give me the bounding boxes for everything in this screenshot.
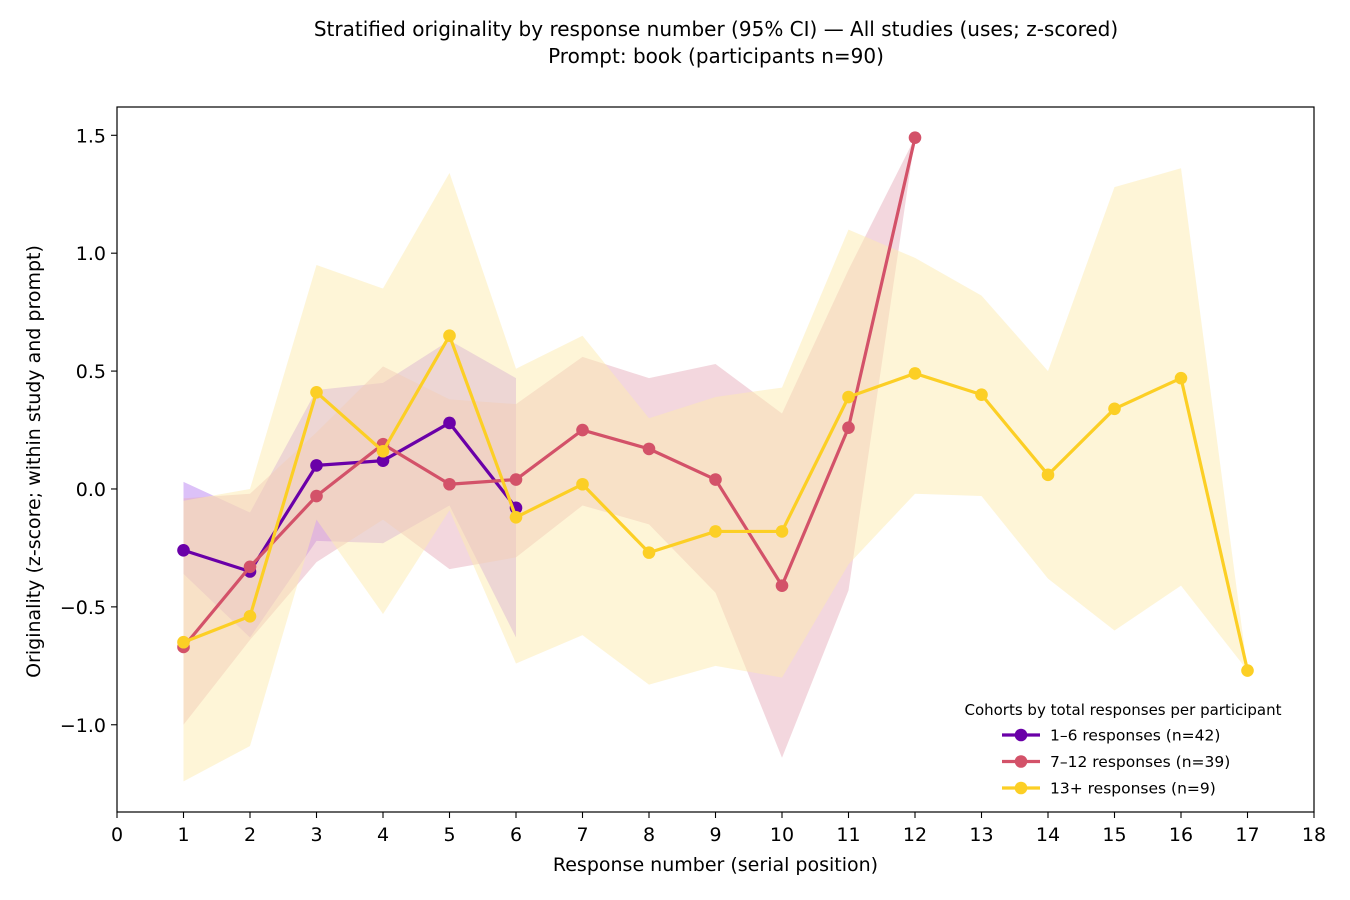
data-point xyxy=(842,421,855,434)
series-lines xyxy=(177,131,1254,677)
x-tick-label: 7 xyxy=(576,824,588,846)
x-tick-label: 17 xyxy=(1235,824,1259,846)
x-tick-label: 9 xyxy=(709,824,721,846)
legend-item-1: 1–6 responses (n=42) xyxy=(1002,727,1220,745)
x-tick-label: 11 xyxy=(836,824,860,846)
data-point xyxy=(443,477,456,491)
chart-subtitle: Prompt: book (participants n=90) xyxy=(548,44,884,68)
x-tick-label: 18 xyxy=(1302,824,1326,846)
x-tick-label: 13 xyxy=(969,824,993,846)
data-point xyxy=(509,473,523,486)
data-point xyxy=(1241,664,1254,677)
data-point xyxy=(908,367,922,380)
data-point xyxy=(576,477,589,491)
x-tick-label: 6 xyxy=(510,824,522,846)
data-point xyxy=(576,423,589,437)
data-point xyxy=(908,131,922,144)
y-axis-label: Originality (z-score; within study and p… xyxy=(23,245,45,678)
data-point xyxy=(975,388,988,401)
y-tick-label: −0.5 xyxy=(60,597,106,619)
data-point xyxy=(376,454,390,467)
x-tick-label: 5 xyxy=(443,824,455,846)
x-tick-label: 3 xyxy=(310,824,322,846)
x-tick-label: 16 xyxy=(1169,824,1193,846)
data-point xyxy=(243,609,257,623)
legend-label: 7–12 responses (n=39) xyxy=(1050,753,1230,771)
x-tick-label: 4 xyxy=(377,824,389,846)
data-point xyxy=(310,489,323,503)
series-2 xyxy=(177,131,922,654)
chart-title: Stratified originality by response numbe… xyxy=(313,17,1119,41)
data-point xyxy=(842,390,855,404)
data-point xyxy=(310,459,323,472)
y-tick-label: 0.5 xyxy=(76,361,106,383)
data-point xyxy=(177,543,190,557)
ci-bands xyxy=(183,137,1248,782)
data-point xyxy=(443,416,456,430)
x-tick-label: 12 xyxy=(903,824,927,846)
x-tick-label: 8 xyxy=(643,824,655,846)
data-point xyxy=(177,635,190,649)
x-axis-label: Response number (serial position) xyxy=(553,854,878,876)
legend-item-3: 13+ responses (n=9) xyxy=(1002,780,1216,798)
data-point xyxy=(709,525,722,538)
legend-marker xyxy=(1014,755,1028,768)
data-point xyxy=(310,386,323,399)
data-point xyxy=(642,546,656,559)
series-3 xyxy=(177,329,1254,677)
y-tick-label: −1.0 xyxy=(60,715,106,737)
x-tick-label: 1 xyxy=(177,824,189,846)
legend-label: 13+ responses (n=9) xyxy=(1050,780,1216,798)
data-point xyxy=(1108,402,1121,416)
data-point xyxy=(775,525,789,538)
x-tick-label: 0 xyxy=(111,824,123,846)
data-point xyxy=(642,442,656,456)
x-axis: 0 1 2 3 4 5 6 7 8 9 10 11 12 13 14 15 16 17 18 xyxy=(111,812,1326,846)
data-point xyxy=(1174,371,1188,385)
legend-marker xyxy=(1014,728,1028,742)
y-axis: −1.0 −0.5 0.0 0.5 1.0 1.5 xyxy=(60,125,117,737)
data-point xyxy=(775,579,789,592)
x-tick-label: 14 xyxy=(1036,824,1060,846)
series-1 xyxy=(177,416,523,578)
legend-label: 1–6 responses (n=42) xyxy=(1050,727,1220,745)
x-tick-label: 15 xyxy=(1102,824,1126,846)
legend: Cohorts by total responses per participa… xyxy=(964,701,1281,798)
series-line-1 xyxy=(183,421,518,574)
data-point xyxy=(709,473,722,486)
y-tick-label: 1.0 xyxy=(76,243,106,265)
x-tick-label: 2 xyxy=(244,824,256,846)
data-point xyxy=(443,329,456,343)
legend-item-2: 7–12 responses (n=39) xyxy=(1002,753,1230,771)
data-point xyxy=(1041,468,1055,482)
data-point xyxy=(509,510,523,524)
y-tick-label: 0.0 xyxy=(76,479,106,501)
data-point xyxy=(376,444,390,458)
series-line-2 xyxy=(182,137,917,648)
x-tick-label: 10 xyxy=(770,824,794,846)
y-tick-label: 1.5 xyxy=(76,125,106,147)
legend-marker xyxy=(1014,781,1028,795)
data-point xyxy=(243,560,257,574)
legend-title: Cohorts by total responses per participa… xyxy=(964,701,1281,719)
